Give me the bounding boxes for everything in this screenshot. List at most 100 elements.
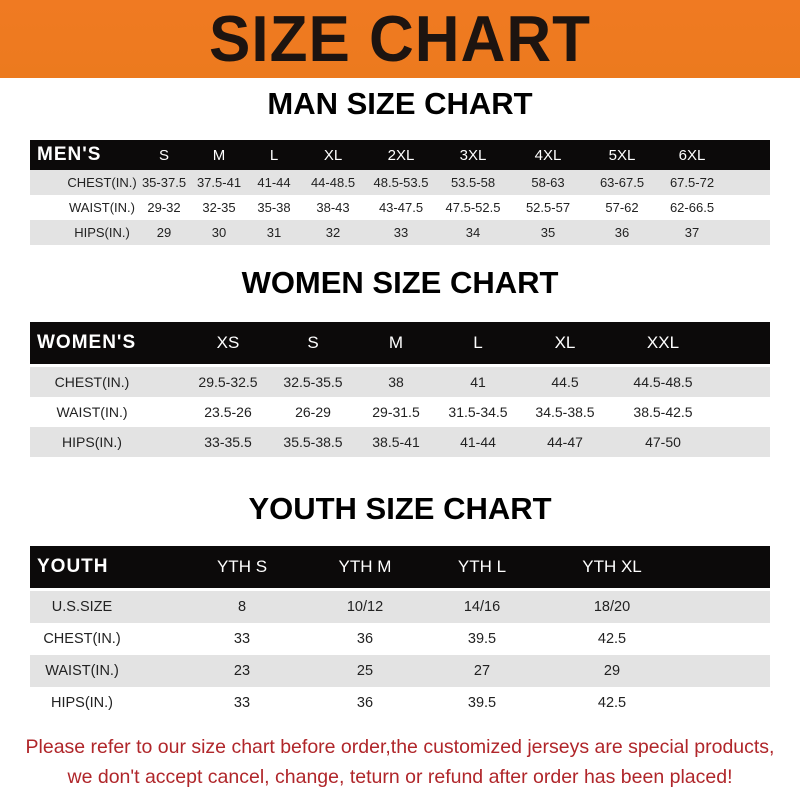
youth-row-waist-in: WAIST(IN.) 23 25 27 29 bbox=[30, 655, 770, 687]
banner: SIZE CHART bbox=[0, 0, 800, 78]
size-header-l: L bbox=[269, 146, 279, 164]
table-cell: 62-66.5 bbox=[669, 200, 715, 215]
youth-row-u-s-size: U.S.SIZE 8 10/12 14/16 18/20 bbox=[30, 591, 770, 623]
table-cell: 29.5-32.5 bbox=[198, 374, 258, 390]
row-label: CHEST(IN.) bbox=[43, 631, 121, 647]
table-cell: 25 bbox=[356, 663, 374, 679]
row-label: WAIST(IN.) bbox=[69, 200, 135, 215]
table-cell: 36 bbox=[614, 225, 630, 240]
table-cell: 42.5 bbox=[597, 631, 627, 647]
women-header-label: WOMEN'S bbox=[37, 332, 137, 353]
size-header-s: S bbox=[307, 333, 319, 352]
table-cell: 53.5-58 bbox=[450, 175, 496, 190]
youth-row-chest-in: CHEST(IN.) 33 36 39.5 42.5 bbox=[30, 623, 770, 655]
size-header-yth-l: YTH L bbox=[457, 557, 507, 576]
table-cell: 41-44 bbox=[460, 434, 496, 450]
table-cell: 67.5-72 bbox=[669, 175, 715, 190]
table-cell: 42.5 bbox=[597, 695, 627, 711]
women-row-chest-in: CHEST(IN.) 29.5-32.5 32.5-35.5 38 41 44.5 44.5… bbox=[30, 367, 770, 397]
size-header-3xl: 3XL bbox=[459, 146, 487, 164]
size-header-xxl: XXL bbox=[646, 333, 680, 352]
women-section-title: WOMEN SIZE CHART bbox=[241, 265, 559, 300]
table-cell: 32 bbox=[325, 225, 341, 240]
table-cell: 58-63 bbox=[531, 175, 565, 190]
table-cell: 27 bbox=[473, 663, 491, 679]
table-cell: 44-47 bbox=[547, 434, 583, 450]
table-cell: 33 bbox=[393, 225, 409, 240]
size-header-m: M bbox=[388, 333, 404, 352]
table-cell: 35.5-38.5 bbox=[283, 434, 343, 450]
size-header-4xl: 4XL bbox=[534, 146, 562, 164]
table-cell: 41-44 bbox=[257, 175, 291, 190]
table-cell: 32.5-35.5 bbox=[283, 374, 343, 390]
table-cell: 38-43 bbox=[316, 200, 350, 215]
size-header-l: L bbox=[473, 333, 483, 352]
size-header-xl: XL bbox=[554, 333, 576, 352]
table-cell: 10/12 bbox=[346, 599, 384, 615]
table-cell: 39.5 bbox=[467, 631, 497, 647]
table-cell: 35 bbox=[540, 225, 556, 240]
table-cell: 34 bbox=[465, 225, 481, 240]
table-cell: 35-37.5 bbox=[141, 175, 187, 190]
men-header-row: MEN'S S M L XL 2XL 3XL 4XL 5XL 6XL bbox=[30, 140, 770, 170]
table-cell: 41 bbox=[470, 374, 486, 390]
women-header-row: WOMEN'S XS S M L XL XXL bbox=[30, 322, 770, 364]
row-label: WAIST(IN.) bbox=[45, 663, 119, 679]
men-row-chest-in: CHEST(IN.) 35-37.5 37.5-41 41-44 44-48.5 48.5… bbox=[30, 170, 770, 195]
youth-header-label: YOUTH bbox=[37, 556, 109, 577]
table-cell: 34.5-38.5 bbox=[535, 404, 595, 420]
table-cell: 38.5-42.5 bbox=[633, 404, 693, 420]
table-cell: 36 bbox=[356, 695, 374, 711]
men-section-title: MAN SIZE CHART bbox=[267, 86, 533, 121]
table-cell: 33-35.5 bbox=[204, 434, 252, 450]
size-header-xs: XS bbox=[216, 333, 240, 352]
row-label: U.S.SIZE bbox=[51, 599, 113, 615]
table-cell: 38.5-41 bbox=[372, 434, 420, 450]
size-header-6xl: 6XL bbox=[678, 146, 706, 164]
size-header-s: S bbox=[158, 146, 169, 164]
table-cell: 29 bbox=[603, 663, 621, 679]
table-cell: 38 bbox=[388, 374, 404, 390]
table-cell: 44-48.5 bbox=[310, 175, 356, 190]
row-label: WAIST(IN.) bbox=[56, 404, 128, 420]
row-label: CHEST(IN.) bbox=[67, 175, 137, 190]
table-cell: 37 bbox=[684, 225, 700, 240]
table-cell: 29 bbox=[156, 225, 172, 240]
table-cell: 36 bbox=[356, 631, 374, 647]
youth-row-hips-in: HIPS(IN.) 33 36 39.5 42.5 bbox=[30, 687, 770, 719]
table-cell: 31 bbox=[266, 225, 282, 240]
table-cell: 30 bbox=[211, 225, 227, 240]
men-header-label: MEN'S bbox=[37, 144, 102, 165]
table-cell: 43-47.5 bbox=[378, 200, 424, 215]
table-cell: 31.5-34.5 bbox=[448, 404, 508, 420]
row-label: HIPS(IN.) bbox=[74, 225, 130, 240]
table-cell: 57-62 bbox=[605, 200, 639, 215]
table-cell: 33 bbox=[233, 631, 251, 647]
table-cell: 44.5 bbox=[551, 374, 579, 390]
men-row-waist-in: WAIST(IN.) 29-32 32-35 35-38 38-43 43-47.5 47.… bbox=[30, 195, 770, 220]
size-header-xl: XL bbox=[323, 146, 343, 164]
table-cell: 29-32 bbox=[147, 200, 181, 215]
table-cell: 35-38 bbox=[257, 200, 291, 215]
size-header-yth-m: YTH M bbox=[338, 557, 392, 576]
table-cell: 23 bbox=[233, 663, 251, 679]
table-cell: 23.5-26 bbox=[204, 404, 252, 420]
women-row-hips-in: HIPS(IN.) 33-35.5 35.5-38.5 38.5-41 41-44 44-… bbox=[30, 427, 770, 457]
row-label: HIPS(IN.) bbox=[62, 434, 122, 450]
table-cell: 32-35 bbox=[202, 200, 236, 215]
size-header-yth-xl: YTH XL bbox=[582, 557, 642, 576]
table-cell: 18/20 bbox=[593, 599, 631, 615]
table-cell: 14/16 bbox=[463, 599, 501, 615]
table-cell: 47-50 bbox=[645, 434, 681, 450]
table-cell: 29-31.5 bbox=[372, 404, 420, 420]
youth-header-row: YOUTH YTH S YTH M YTH L YTH XL bbox=[30, 546, 770, 588]
size-header-2xl: 2XL bbox=[387, 146, 415, 164]
table-cell: 37.5-41 bbox=[196, 175, 242, 190]
footer-notice-line-1: Please refer to our size chart before or… bbox=[25, 736, 775, 758]
table-cell: 26-29 bbox=[295, 404, 331, 420]
table-cell: 44.5-48.5 bbox=[633, 374, 693, 390]
table-cell: 52.5-57 bbox=[525, 200, 571, 215]
women-row-waist-in: WAIST(IN.) 23.5-26 26-29 29-31.5 31.5-34.5 34… bbox=[30, 397, 770, 427]
youth-section-title: YOUTH SIZE CHART bbox=[248, 491, 552, 526]
